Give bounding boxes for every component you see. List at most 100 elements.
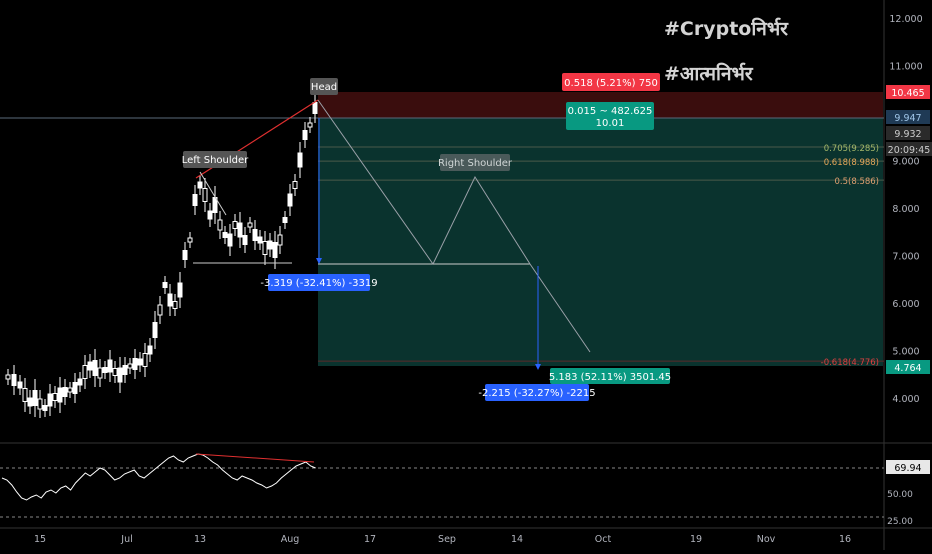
candle-body	[27, 397, 33, 407]
target-price-badge: 4.764	[886, 360, 930, 374]
candle-body	[172, 301, 178, 309]
candle-body	[277, 234, 283, 246]
candle-body	[107, 359, 113, 373]
time-tick-label: Jul	[120, 534, 132, 545]
candle-body	[252, 229, 258, 241]
candle-body	[112, 368, 118, 376]
stop-label[interactable]: 0.518 (5.21%) 750	[562, 73, 660, 91]
candle-body	[207, 210, 213, 220]
stop-label-text: 0.518 (5.21%) 750	[564, 78, 658, 89]
countdown-badge: 20:09:45	[886, 142, 932, 156]
candle-body	[242, 235, 248, 245]
candle-body	[152, 322, 158, 338]
countdown-badge-text: 20:09:45	[888, 145, 931, 156]
rsi-tick-25: 25.00	[887, 517, 913, 527]
candle-body	[272, 242, 278, 258]
candle-body	[17, 381, 23, 389]
candle-body	[227, 233, 233, 247]
head-label-text: Head	[311, 82, 337, 93]
time-tick-label: 17	[364, 534, 376, 545]
target-price-badge-text: 4.764	[894, 363, 921, 374]
fib-level-label: 0.705(9.285)	[824, 144, 879, 154]
fib-level-label: -0.618(4.776)	[821, 358, 879, 368]
time-tick-label: Sep	[438, 534, 456, 545]
candle-body	[127, 363, 133, 369]
projection-path	[317, 99, 591, 353]
stop-price-badge-text: 10.465	[891, 88, 924, 99]
candle-body	[257, 236, 263, 244]
candle-body	[192, 194, 198, 206]
candle-body	[137, 358, 143, 366]
entry-label[interactable]: 0.015 ~ 482.625 10.01	[566, 102, 654, 130]
price-tick-label: 5.000	[892, 347, 919, 358]
candle-body	[237, 222, 243, 238]
candle-body	[187, 237, 193, 243]
last-price-badge: 9.947	[886, 110, 930, 124]
candle-body	[37, 398, 43, 410]
measure-label-2-text: -2.215 (-32.27%) -2215	[478, 388, 595, 399]
time-tick-label: 16	[839, 534, 851, 545]
price-tick-label: 7.000	[892, 252, 919, 263]
candle-body	[47, 393, 53, 407]
candle-body	[222, 232, 228, 238]
measure-arrow-1-head	[316, 258, 322, 264]
stop-price-badge: 10.465	[886, 85, 930, 99]
last-price-badge-text: 9.947	[894, 113, 921, 124]
candle-body	[267, 240, 273, 250]
candle-body	[182, 250, 188, 260]
candle-body	[67, 387, 73, 393]
measure-label-2[interactable]: -2.215 (-32.27%) -2215	[478, 384, 596, 401]
target-label[interactable]: 5.183 (52.11%) 3501.45	[549, 368, 671, 384]
price-tick-label: 9.000	[892, 157, 919, 168]
candlestick-series	[5, 93, 318, 418]
candle-body	[42, 405, 48, 411]
candle-body	[217, 219, 223, 231]
candle-body	[87, 361, 93, 371]
measure-arrow-2-head	[535, 364, 541, 370]
prev-price-badge: 9.932	[886, 126, 930, 140]
candle-body	[247, 222, 253, 228]
candle-body	[122, 365, 128, 375]
candle-body	[57, 387, 63, 403]
candle-body	[72, 382, 78, 394]
price-tick-label: 4.000	[892, 394, 919, 405]
candle-body	[82, 365, 88, 379]
time-tick-label: 19	[690, 534, 702, 545]
candle-body	[197, 181, 203, 189]
price-tick-label: 6.000	[892, 299, 919, 310]
price-tick-label: 12.000	[889, 14, 922, 25]
candle-body	[282, 217, 288, 223]
candle-body	[5, 374, 11, 380]
candle-body	[77, 378, 83, 386]
candle-body	[132, 358, 138, 370]
candle-body	[32, 390, 38, 406]
candle-body	[232, 221, 238, 229]
head-label[interactable]: Head	[310, 78, 338, 95]
time-tick-label: Aug	[281, 534, 300, 545]
candle-body	[297, 152, 303, 168]
time-tick-label: 15	[34, 534, 46, 545]
candle-body	[102, 367, 108, 373]
candle-body	[92, 360, 98, 376]
rsi-value-badge: 69.94	[886, 460, 930, 474]
candle-body	[302, 130, 308, 140]
target-zone	[318, 118, 883, 366]
measure-label-1[interactable]: -3.319 (-32.41%) -3319	[260, 274, 378, 291]
time-axis[interactable]: 15 Jul 13 Aug 17 Sep 14 Oct 19 Nov 16	[34, 534, 851, 545]
time-tick-label: 13	[194, 534, 206, 545]
rsi-tick-50: 50.00	[887, 490, 913, 500]
candle-body	[202, 188, 208, 202]
time-tick-label: Oct	[595, 534, 612, 545]
candle-body	[307, 122, 313, 128]
candle-body	[292, 181, 298, 189]
candle-body	[97, 367, 103, 379]
entry-label-text-2: 10.01	[596, 118, 625, 129]
left-shoulder-label[interactable]: Left Shoulder	[182, 151, 249, 168]
right-shoulder-label[interactable]: Right Shoulder	[438, 154, 513, 171]
target-label-text: 5.183 (52.11%) 3501.45	[549, 372, 671, 383]
candle-body	[22, 388, 28, 402]
left-shoulder-label-text: Left Shoulder	[182, 155, 249, 166]
fib-level-label: 0.618(8.988)	[824, 158, 879, 168]
